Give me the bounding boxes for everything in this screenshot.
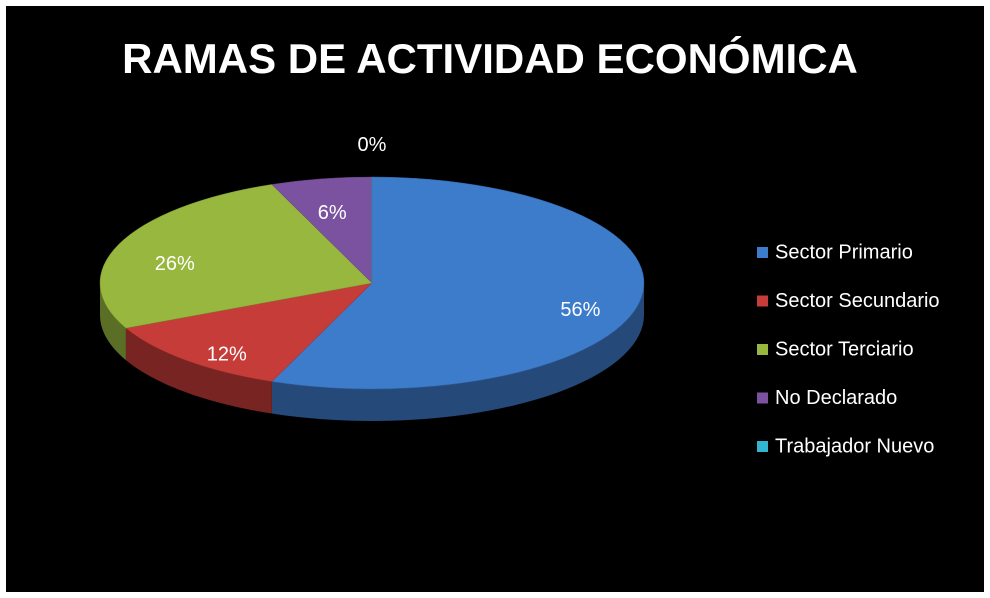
legend-swatch bbox=[757, 344, 768, 355]
chart-title: RAMAS DE ACTIVIDAD ECONÓMICA bbox=[122, 34, 858, 82]
slice bbox=[271, 176, 645, 390]
legend-swatch bbox=[757, 295, 768, 307]
slice bbox=[125, 282, 373, 382]
slice-side bbox=[271, 283, 644, 421]
data-label: 56% bbox=[560, 299, 600, 321]
legend-swatch bbox=[757, 441, 768, 452]
legend-label: Sector Secundario bbox=[775, 290, 940, 312]
slice-side bbox=[100, 283, 126, 361]
slice bbox=[99, 184, 373, 329]
legend-label: Trabajador Nuevo bbox=[775, 435, 934, 457]
legend-swatch bbox=[757, 247, 768, 258]
data-label: 12% bbox=[207, 344, 247, 366]
data-label: 6% bbox=[318, 202, 347, 224]
legend-swatch bbox=[757, 392, 768, 404]
legend-label: No Declarado bbox=[775, 387, 897, 409]
legend-label: Sector Primario bbox=[775, 241, 913, 263]
data-label: 26% bbox=[155, 253, 195, 275]
slice-side bbox=[125, 328, 272, 414]
data-label: 0% bbox=[358, 134, 387, 156]
legend-label: Sector Terciario bbox=[775, 338, 914, 360]
